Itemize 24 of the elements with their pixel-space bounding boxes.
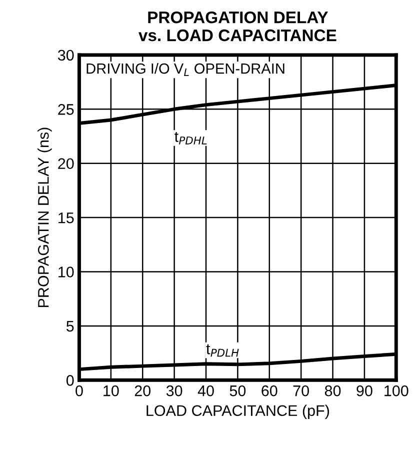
x-tick-label: 80 [324, 385, 341, 396]
x-tick-label: 70 [293, 385, 309, 396]
x-tick-label: 60 [262, 385, 278, 396]
y-tick-label: 20 [58, 158, 74, 170]
y-tick-label: 5 [66, 320, 74, 332]
x-axis-title: LOAD CAPACITANCE (pF) [146, 404, 329, 420]
x-tick-label: 30 [166, 385, 182, 396]
x-tick-label: 50 [230, 385, 246, 396]
y-tick-label: 0 [66, 375, 74, 386]
x-tick-label: 10 [104, 385, 119, 396]
x-tick-label: 100 [384, 385, 408, 396]
y-tick-label: 10 [58, 266, 74, 278]
x-tick-label: 40 [198, 385, 214, 396]
y-tick-label: 30 [58, 50, 74, 61]
y-axis-title: PROPAGATIN DELAY (ns) [38, 128, 52, 308]
x-tick-label: 90 [356, 385, 372, 396]
y-tick-label: 15 [58, 212, 74, 224]
chart-title: PROPAGATION DELAY vs. LOAD CAPACITANCE [138, 11, 336, 42]
y-tick-label: 25 [58, 104, 74, 115]
x-tick-label: 20 [134, 385, 151, 396]
annotation: DRIVING I/O V$_{L}$ OPEN-DRAIN [86, 63, 284, 76]
series-label: t$_{PDHL}$ [174, 132, 207, 144]
x-tick-label: 0 [76, 385, 83, 396]
series-label: t$_{PDLH}$ [206, 344, 239, 357]
